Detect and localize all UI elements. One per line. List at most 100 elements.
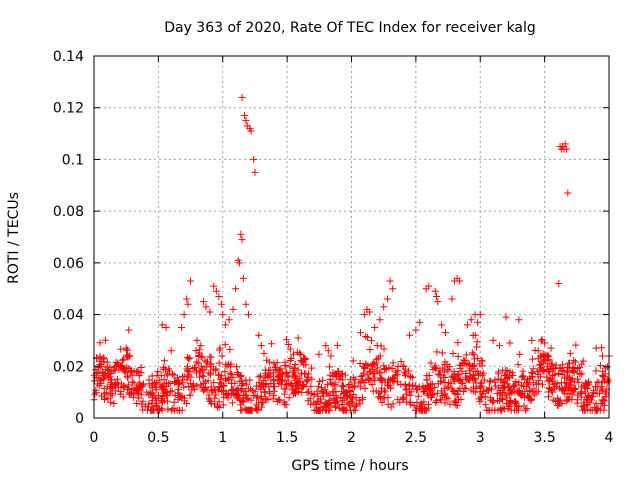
- data-point: [187, 277, 195, 285]
- baseline-point: [526, 386, 534, 394]
- baseline-point: [104, 365, 112, 373]
- baseline-point: [423, 406, 431, 414]
- baseline-point: [571, 385, 579, 393]
- baseline-point: [198, 353, 206, 361]
- baseline-point: [452, 398, 460, 406]
- data-point: [561, 140, 569, 148]
- baseline-point: [216, 375, 224, 383]
- data-point: [376, 316, 384, 324]
- baseline-point: [291, 372, 299, 380]
- baseline-point: [443, 384, 451, 392]
- baseline-point: [123, 351, 131, 359]
- baseline-point: [563, 363, 571, 371]
- baseline-point: [212, 391, 220, 399]
- baseline-point: [350, 406, 358, 414]
- baseline-point: [135, 372, 143, 380]
- baseline-point: [315, 406, 323, 414]
- baseline-point: [350, 383, 358, 391]
- baseline-point: [466, 372, 474, 380]
- baseline-point: [497, 406, 505, 414]
- y-tick-label: 0.08: [53, 204, 84, 220]
- baseline-point: [424, 381, 432, 389]
- axis-ticks: [93, 55, 610, 419]
- baseline-point: [204, 377, 212, 385]
- baseline-point: [174, 396, 182, 404]
- baseline-point: [501, 372, 509, 380]
- baseline-point: [305, 388, 313, 396]
- baseline-point: [341, 371, 349, 379]
- baseline-point: [478, 357, 486, 365]
- baseline-point: [345, 381, 353, 389]
- data-point: [489, 336, 497, 344]
- baseline-point: [100, 375, 108, 383]
- baseline-point: [298, 380, 306, 388]
- baseline-point: [385, 382, 393, 390]
- baseline-point: [246, 376, 254, 384]
- baseline-point: [602, 364, 610, 372]
- baseline-point: [585, 381, 593, 389]
- baseline-point: [303, 378, 311, 386]
- baseline-point: [151, 378, 159, 386]
- baseline-point: [210, 379, 218, 387]
- baseline-point: [593, 390, 601, 398]
- baseline-point: [373, 364, 381, 372]
- data-point: [229, 305, 237, 313]
- baseline-point: [450, 387, 458, 395]
- data-point: [384, 295, 392, 303]
- baseline-point: [247, 385, 255, 393]
- baseline-point: [258, 403, 266, 411]
- baseline-point: [257, 383, 265, 391]
- baseline-point: [551, 384, 559, 392]
- baseline-point: [338, 401, 346, 409]
- baseline-point: [119, 393, 127, 401]
- baseline-point: [346, 388, 354, 396]
- baseline-point: [381, 388, 389, 396]
- data-point: [389, 285, 397, 293]
- baseline-point: [434, 380, 442, 388]
- baseline-point: [455, 370, 463, 378]
- baseline-point: [282, 385, 290, 393]
- baseline-point: [436, 366, 444, 374]
- baseline-point: [482, 401, 490, 409]
- baseline-point: [174, 380, 182, 388]
- baseline-point: [106, 373, 114, 381]
- baseline-point: [224, 394, 232, 402]
- baseline-point: [470, 350, 478, 358]
- baseline-point: [159, 398, 167, 406]
- baseline-point: [433, 389, 441, 397]
- baseline-point: [457, 378, 465, 386]
- baseline-point: [586, 392, 594, 400]
- baseline-point: [441, 358, 449, 366]
- baseline-point: [92, 386, 100, 394]
- baseline-point: [549, 365, 557, 373]
- data-point: [238, 236, 246, 244]
- baseline-point: [603, 363, 611, 371]
- baseline-point: [123, 363, 131, 371]
- baseline-point: [473, 343, 481, 351]
- baseline-point: [155, 376, 163, 384]
- baseline-point: [523, 379, 531, 387]
- baseline-point: [212, 365, 220, 373]
- baseline-point: [226, 362, 234, 370]
- baseline-point: [290, 365, 298, 373]
- baseline-point: [305, 370, 313, 378]
- baseline-point: [467, 386, 475, 394]
- baseline-point: [511, 397, 519, 405]
- data-point: [237, 230, 245, 238]
- baseline-point: [470, 355, 478, 363]
- baseline-point: [295, 384, 303, 392]
- baseline-point: [400, 394, 408, 402]
- baseline-point: [457, 361, 465, 369]
- baseline-point: [105, 369, 113, 377]
- baseline-point: [516, 350, 524, 358]
- baseline-point: [441, 399, 449, 407]
- baseline-point: [104, 395, 112, 403]
- baseline-point: [448, 372, 456, 380]
- baseline-point: [396, 398, 404, 406]
- baseline-point: [119, 356, 127, 364]
- baseline-point: [137, 364, 145, 372]
- baseline-point: [276, 366, 284, 374]
- baseline-point: [402, 386, 410, 394]
- baseline-point: [111, 379, 119, 387]
